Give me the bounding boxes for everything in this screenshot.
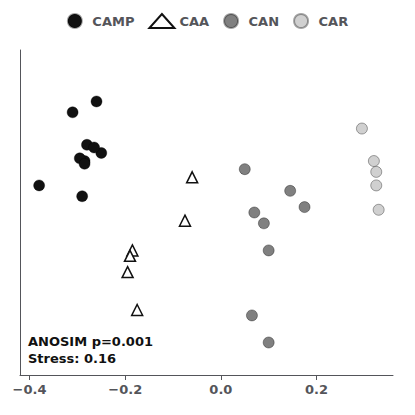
svg-text:−0.2: −0.2 bbox=[108, 382, 142, 397]
svg-text:CAMP: CAMP bbox=[92, 14, 134, 29]
svg-text:CAR: CAR bbox=[319, 14, 349, 29]
svg-text:CAN: CAN bbox=[249, 14, 279, 29]
svg-text:Stress: 0.16: Stress: 0.16 bbox=[28, 351, 116, 366]
svg-text:−0.4: −0.4 bbox=[13, 382, 47, 397]
svg-text:CAA: CAA bbox=[179, 14, 209, 29]
svg-text:ANOSIM p=0.001: ANOSIM p=0.001 bbox=[28, 334, 153, 349]
svg-text:0.0: 0.0 bbox=[209, 382, 232, 397]
svg-text:0.2: 0.2 bbox=[305, 382, 328, 397]
